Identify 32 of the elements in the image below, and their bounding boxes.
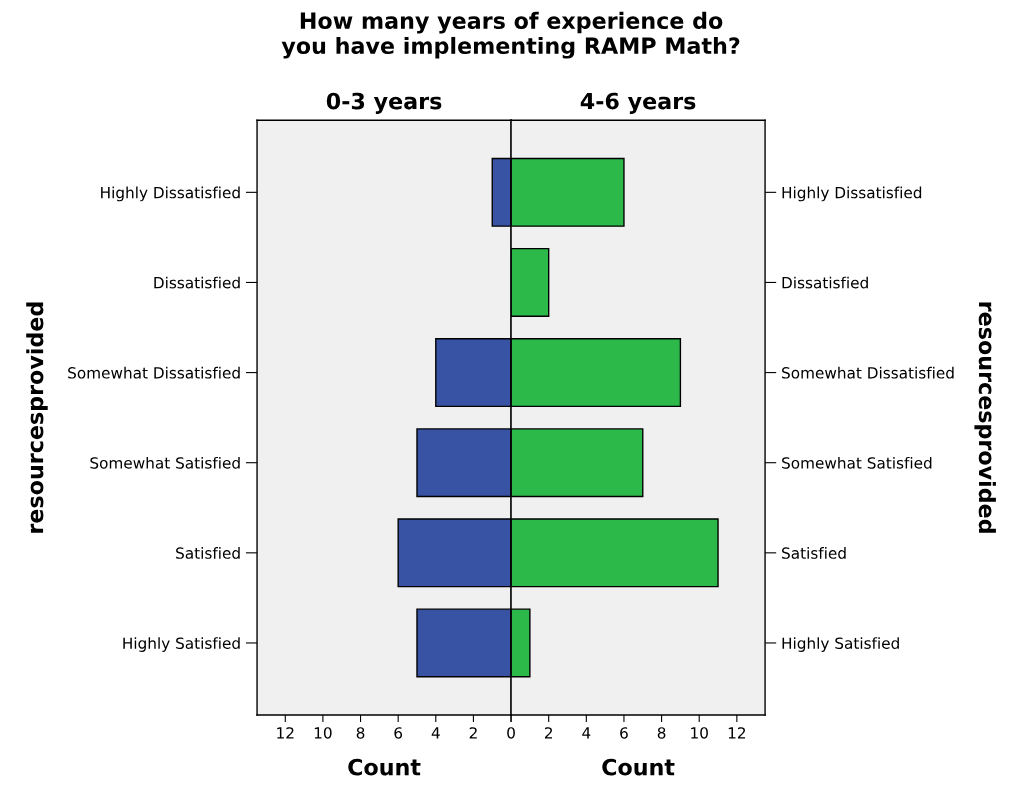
y-tick-label: Satisfied: [782, 547, 846, 559]
x-tick-label: 12: [277, 727, 294, 739]
x-tick-label: 6: [394, 727, 403, 739]
y-tick-label: Highly Satisfied: [123, 637, 240, 652]
x-tick-label: 10: [314, 727, 332, 739]
x-tick-label: 8: [356, 727, 365, 739]
x-axis-title: Count: [602, 758, 675, 776]
y-tick-label: Dissatisfied: [154, 276, 240, 289]
chart-subtitle: 4-6 years: [580, 92, 696, 114]
x-tick-label: 2: [469, 727, 477, 739]
y-axis-title: resourcesprovided: [26, 302, 48, 533]
x-axis-title: Count: [348, 758, 421, 776]
y-tick-label: Somewhat Dissatisfied: [68, 366, 240, 379]
x-tick-label: 12: [728, 727, 746, 739]
y-tick-label: Satisfied: [176, 547, 240, 559]
y-tick-label: Somewhat Satisfied: [782, 456, 932, 469]
x-tick-label: 4: [582, 727, 591, 739]
y-tick-label: Somewhat Dissatisfied: [782, 366, 954, 379]
x-tick-label: 8: [657, 727, 666, 739]
x-tick-label: 2: [544, 727, 553, 739]
chart-title: How many years of experience do you have implementing RAMP Math?: [281, 11, 740, 59]
chart-subtitle: 0-3 years: [326, 92, 442, 114]
y-tick-label: Dissatisfied: [782, 276, 868, 289]
y-tick-label: Somewhat Satisfied: [90, 456, 240, 469]
y-axis-title: resourcesprovided: [974, 302, 996, 533]
y-tick-label: Highly Satisfied: [782, 637, 899, 652]
x-tick-label: 0: [507, 727, 515, 739]
x-tick-label: 6: [620, 727, 628, 739]
y-tick-label: Highly Dissatisfied: [101, 186, 240, 202]
x-tick-label: 10: [691, 727, 708, 739]
y-tick-label: Highly Dissatisfied: [782, 186, 922, 202]
x-tick-label: 4: [431, 727, 440, 739]
